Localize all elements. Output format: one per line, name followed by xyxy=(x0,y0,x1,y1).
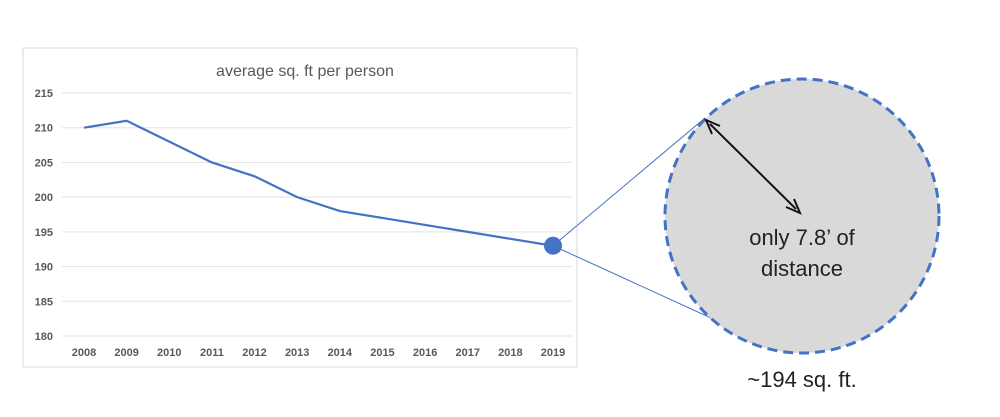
series-line xyxy=(83,119,554,247)
y-tick-label: 210 xyxy=(35,123,53,135)
x-tick-label: 2011 xyxy=(200,347,224,359)
highlight-point xyxy=(544,236,562,255)
area-caption: ~194 sq. ft. xyxy=(747,367,856,392)
chart-title: average sq. ft per person xyxy=(216,63,394,80)
zoom-connector-bottom xyxy=(552,245,736,330)
arrowhead-icon xyxy=(704,118,721,135)
x-tick-label: 2013 xyxy=(285,347,309,359)
x-tick-label: 2014 xyxy=(328,347,353,359)
y-tick-label: 185 xyxy=(35,296,53,308)
x-tick-label: 2010 xyxy=(157,347,181,359)
arrowhead-icon xyxy=(785,198,802,215)
x-tick-label: 2008 xyxy=(72,347,96,359)
x-tick-label: 2018 xyxy=(498,347,522,359)
x-tick-label: 2015 xyxy=(370,347,394,359)
x-tick-label: 2016 xyxy=(413,347,437,359)
zoom-connector-top xyxy=(552,117,706,247)
y-tick-label: 215 xyxy=(35,88,53,100)
y-tick-label: 195 xyxy=(35,227,53,239)
y-tick-label: 190 xyxy=(35,262,53,274)
y-tick-label: 200 xyxy=(35,192,53,204)
x-tick-label: 2009 xyxy=(114,347,138,359)
radius-arrow xyxy=(709,123,797,210)
circle-text-line2: distance xyxy=(761,256,843,281)
y-tick-label: 180 xyxy=(35,331,53,343)
x-tick-label: 2012 xyxy=(242,347,266,359)
x-tick-label: 2017 xyxy=(455,347,479,359)
circle-text-line1: only 7.8’ of xyxy=(749,225,855,250)
y-tick-label: 205 xyxy=(35,157,53,169)
x-tick-label: 2019 xyxy=(541,347,565,359)
chart-frame xyxy=(22,47,578,368)
